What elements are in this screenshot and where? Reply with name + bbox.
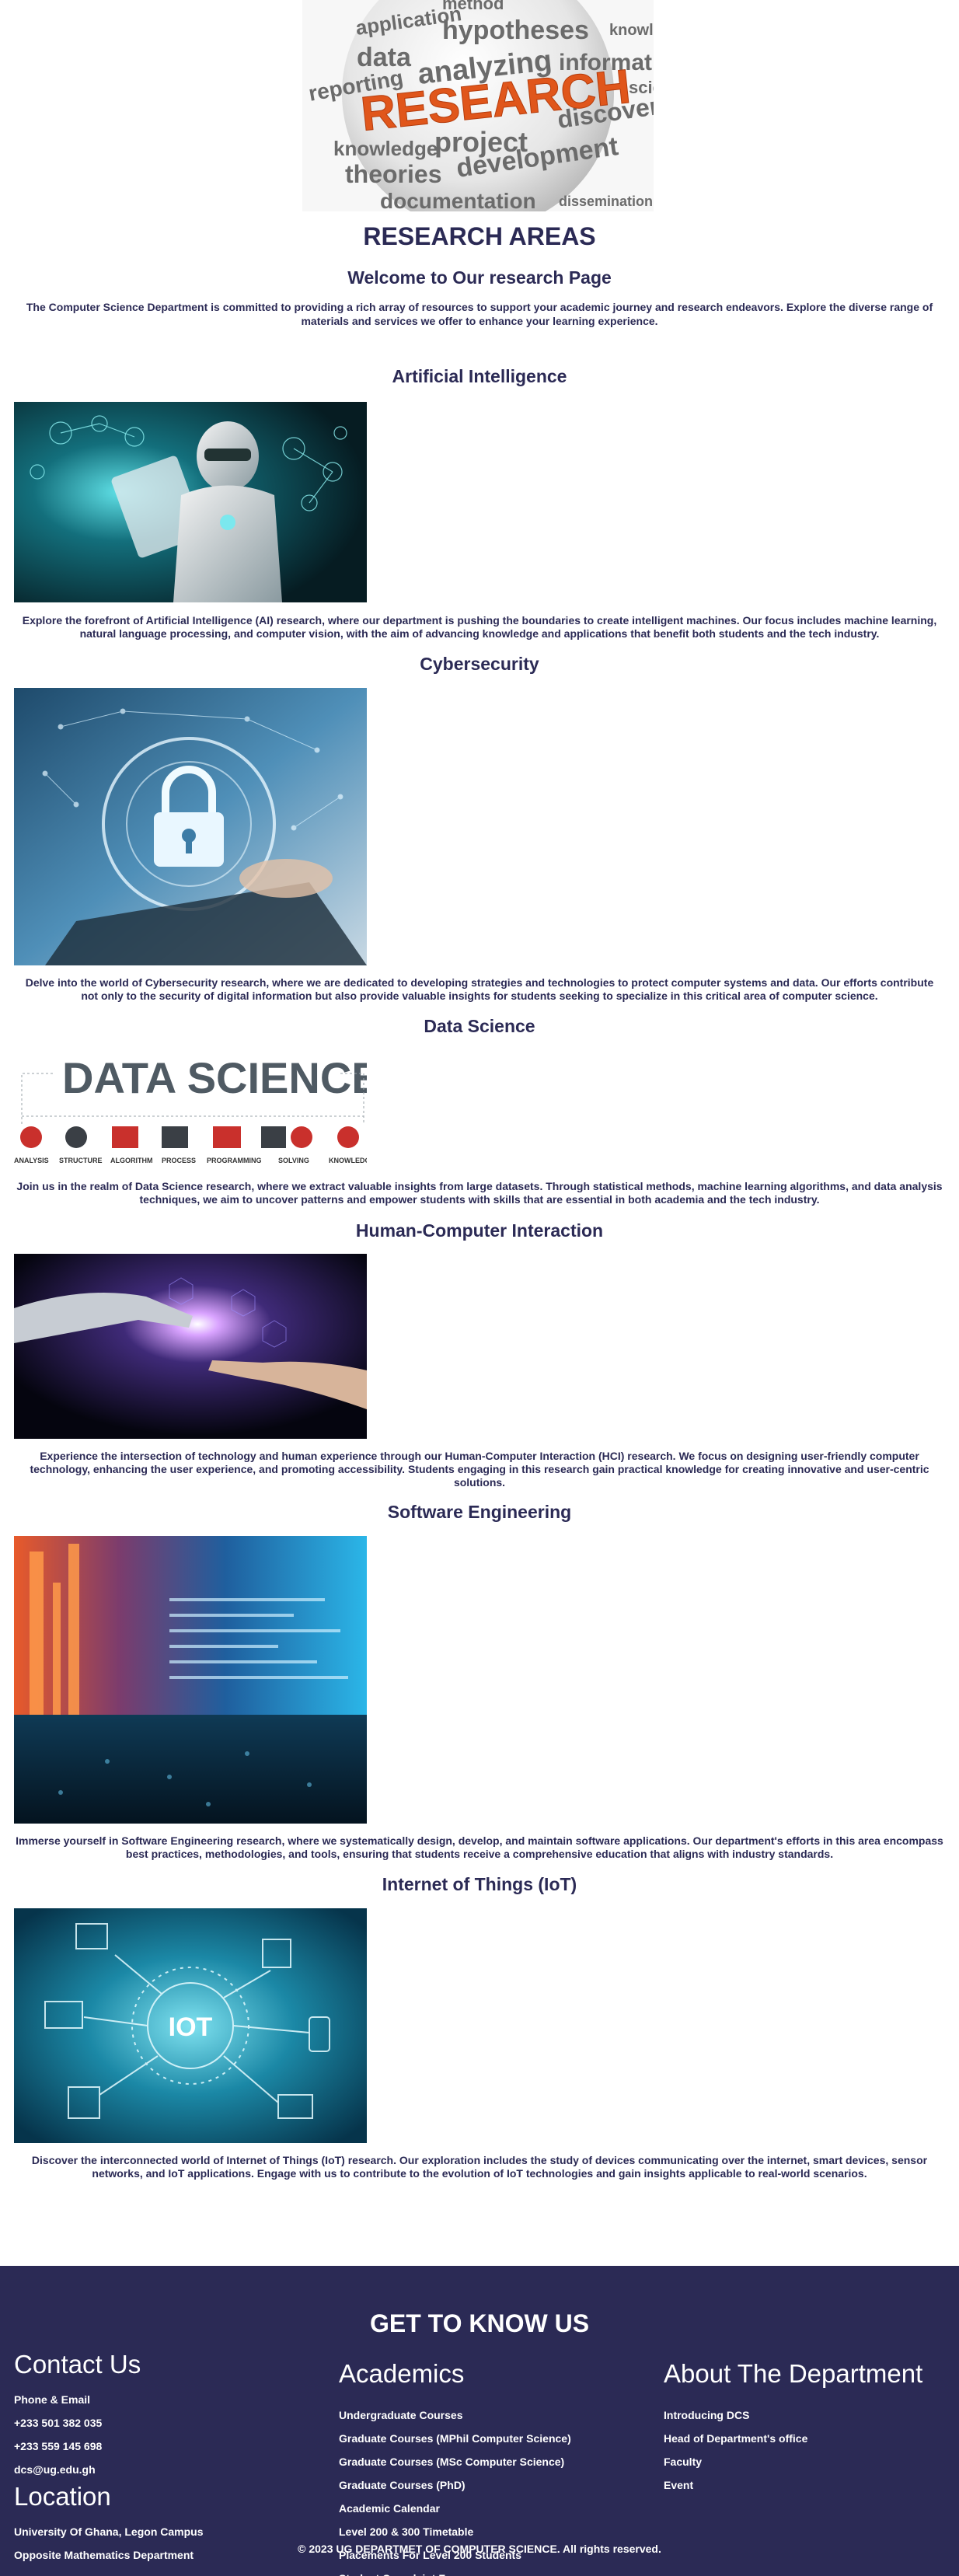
cybersecurity-lock-image <box>14 688 367 965</box>
area-description-human-computer-interaction: Experience the intersection of technolog… <box>30 1450 929 1489</box>
about-link[interactable]: Head of Department's office <box>664 2432 808 2445</box>
area-description-artificial-intelligence: Explore the forefront of Artificial Inte… <box>22 614 937 640</box>
about-link[interactable]: Event <box>664 2479 694 2491</box>
phone-link[interactable]: +233 501 382 035 <box>14 2417 103 2429</box>
area-title-artificial-intelligence: Artificial Intelligence <box>392 366 567 386</box>
svg-text:SOLVING: SOLVING <box>278 1157 309 1164</box>
academics-link[interactable]: Graduate Courses (PhD) <box>339 2479 466 2491</box>
footer-contact-column: Contact Us Phone & Email +233 501 382 03… <box>14 2350 309 2561</box>
svg-text:data: data <box>357 43 412 72</box>
footer-about-column: About The Department Introducing DCS Hea… <box>664 2359 951 2491</box>
iot-network-image: IOT <box>14 1908 367 2143</box>
academics-title: Academics <box>339 2359 465 2388</box>
academics-link[interactable]: Placements For Level 200 Students <box>339 2549 521 2561</box>
academics-link[interactable]: Graduate Courses (MPhil Computer Science… <box>339 2432 571 2445</box>
footer-academics-column: Academics Undergraduate Courses Graduate… <box>339 2359 634 2576</box>
svg-text:hypotheses: hypotheses <box>442 16 589 45</box>
svg-text:ANALYSIS: ANALYSIS <box>14 1157 49 1164</box>
page-title: RESEARCH AREAS <box>363 222 596 250</box>
svg-text:knowledge: knowledge <box>333 137 438 160</box>
svg-text:STRUCTURE: STRUCTURE <box>59 1157 103 1164</box>
data-science-banner-image: DATA SCIENCE ANALYSIS STRUCTURE ALGORITH… <box>14 1046 367 1168</box>
svg-text:project: project <box>434 126 528 158</box>
academics-link[interactable]: Graduate Courses (MSc Computer Science) <box>339 2456 565 2468</box>
area-title-cybersecurity: Cybersecurity <box>420 654 539 674</box>
email-link[interactable]: dcs@ug.edu.gh <box>14 2463 96 2476</box>
svg-text:information: information <box>559 50 654 75</box>
location-item: University Of Ghana, Legon Campus <box>14 2525 204 2538</box>
contact-item: Phone & Email <box>14 2393 91 2406</box>
footer-heading: GET TO KNOW US <box>369 2309 590 2337</box>
academics-link[interactable]: Academic Calendar <box>339 2502 440 2515</box>
location-item: Opposite Mathematics Department <box>14 2549 194 2561</box>
area-description-cybersecurity: Delve into the world of Cybersecurity re… <box>25 976 934 1002</box>
welcome-heading: Welcome to Our research Page <box>347 267 612 288</box>
area-description-internet-of-things: Discover the interconnected world of Int… <box>31 2154 928 2180</box>
hero-research-sphere-image: method application hypotheses knowledge … <box>302 0 654 211</box>
area-description-software-engineering: Immerse yourself in Software Engineering… <box>16 1834 943 1860</box>
hci-hands-image <box>14 1254 367 1439</box>
svg-text:IOT: IOT <box>169 2012 213 2042</box>
area-title-software-engineering: Software Engineering <box>387 1502 572 1522</box>
area-title-data-science: Data Science <box>424 1016 535 1036</box>
svg-text:PROCESS: PROCESS <box>162 1157 196 1164</box>
svg-text:documentation: documentation <box>380 189 536 211</box>
svg-text:DATA SCIENCE: DATA SCIENCE <box>62 1053 367 1102</box>
svg-text:knowledge: knowledge <box>609 22 654 39</box>
ai-robot-image <box>14 402 367 602</box>
svg-text:PROGRAMMING: PROGRAMMING <box>207 1157 262 1164</box>
svg-text:method: method <box>442 0 504 13</box>
about-link[interactable]: Introducing DCS <box>664 2409 750 2421</box>
academics-link[interactable]: Student Complaint Form <box>339 2572 634 2576</box>
software-engineering-code-image <box>14 1536 367 1824</box>
area-title-human-computer-interaction: Human-Computer Interaction <box>355 1220 604 1241</box>
svg-text:dissemination: dissemination <box>559 194 653 209</box>
area-description-data-science: Join us in the realm of Data Science res… <box>16 1180 943 1206</box>
svg-text:theories: theories <box>345 160 441 188</box>
phone-link[interactable]: +233 559 145 698 <box>14 2440 103 2452</box>
svg-text:science: science <box>629 78 654 97</box>
site-footer: GET TO KNOW US Contact Us Phone & Email … <box>0 2266 959 2576</box>
location-title: Location <box>14 2482 111 2511</box>
copyright-text: © 2023 UG DEPARTMET OF COMPUTER SCIENCE.… <box>298 2543 661 2555</box>
about-link[interactable]: Faculty <box>664 2456 703 2468</box>
academics-link[interactable]: Undergraduate Courses <box>339 2409 463 2421</box>
area-title-internet-of-things: Internet of Things (IoT) <box>382 1874 577 1894</box>
academics-link[interactable]: Level 200 & 300 Timetable <box>339 2525 474 2538</box>
intro-text: The Computer Science Department is commi… <box>26 301 933 327</box>
svg-text:KNOWLEDGE: KNOWLEDGE <box>329 1157 367 1164</box>
about-title: About The Department <box>664 2359 923 2388</box>
contact-title: Contact Us <box>14 2350 141 2379</box>
svg-text:ALGORITHM: ALGORITHM <box>110 1157 153 1164</box>
